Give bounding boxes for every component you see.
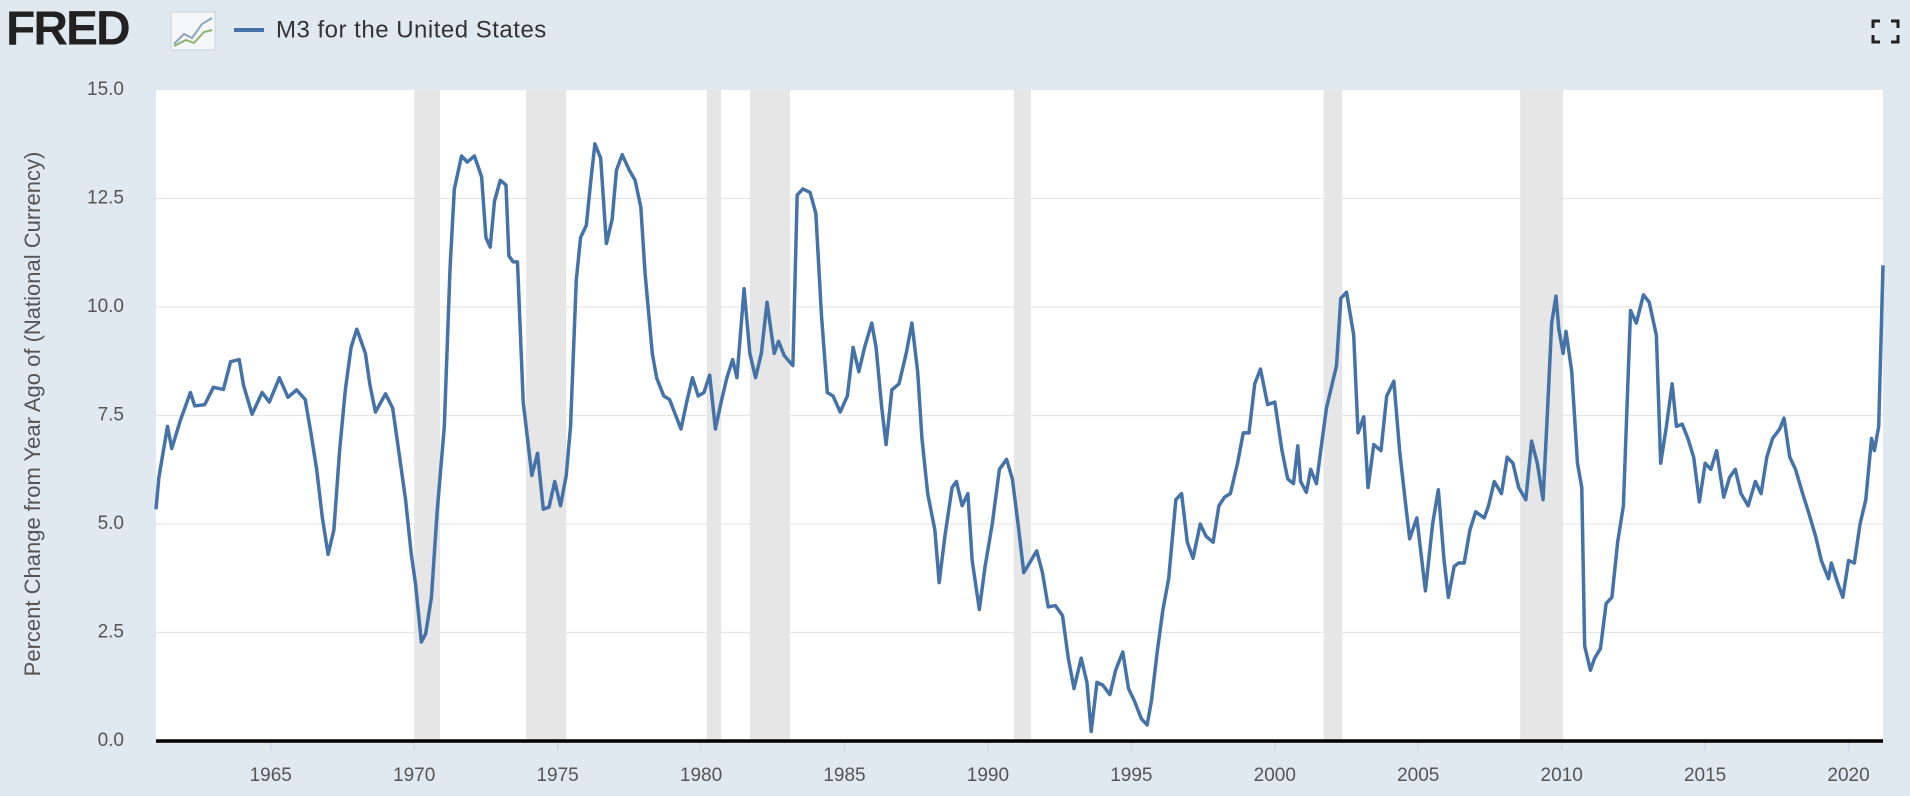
y-tick-label: 10.0: [87, 296, 124, 317]
x-tick-label: 1980: [680, 765, 722, 786]
x-tick-label: 2015: [1684, 765, 1726, 786]
x-tick-label: 1990: [967, 765, 1009, 786]
x-tick-label: 2010: [1541, 765, 1583, 786]
y-tick-label: 5.0: [98, 513, 124, 534]
legend-label: M3 for the United States: [276, 16, 547, 43]
y-tick-label: 2.5: [98, 622, 124, 643]
y-tick-label: 12.5: [87, 188, 124, 209]
data-line: [154, 142, 1885, 734]
y-tick-label: 0.0: [98, 730, 124, 751]
y-tick-label: 15.0: [87, 79, 124, 100]
fullscreen-icon[interactable]: [1871, 19, 1900, 44]
logo-icon: [170, 11, 216, 51]
logo: FRED: [6, 3, 129, 56]
x-tick-label: 1985: [823, 765, 865, 786]
x-tick-label: 1975: [536, 765, 578, 786]
x-tick-label: 2005: [1397, 765, 1439, 786]
y-axis-label: Percent Change from Year Ago of (Nationa…: [20, 152, 45, 677]
x-tick-label: 2020: [1827, 765, 1869, 786]
x-tick-label: 1995: [1110, 765, 1152, 786]
x-tick-label: 2000: [1254, 765, 1296, 786]
x-tick-label: 1970: [393, 765, 435, 786]
x-tick-label: 1965: [250, 765, 292, 786]
y-tick-label: 7.5: [98, 405, 124, 426]
